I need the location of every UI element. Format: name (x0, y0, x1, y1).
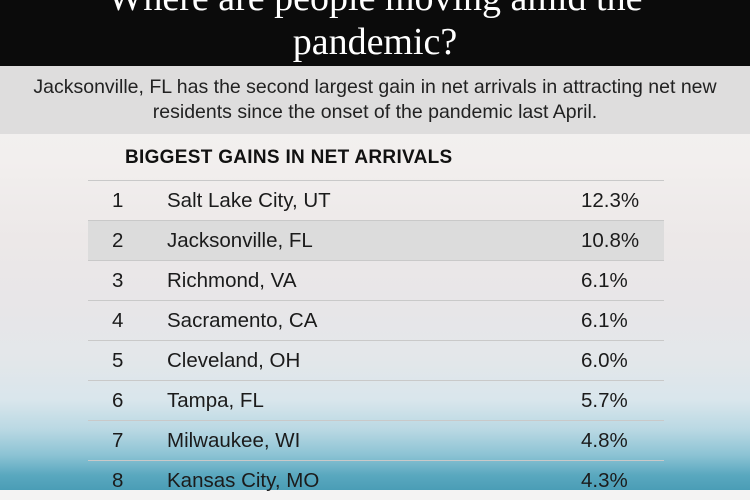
rank-cell: 2 (112, 229, 124, 252)
rank-cell: 5 (112, 349, 124, 372)
table-row: 1 Salt Lake City, UT 12.3% (88, 180, 664, 220)
city-cell: Richmond, VA (167, 269, 297, 292)
city-cell: Cleveland, OH (167, 349, 301, 372)
rank-cell: 3 (112, 269, 124, 292)
subtitle-band: Jacksonville, FL has the second largest … (0, 66, 750, 134)
table-row: 8 Kansas City, MO 4.3% (88, 460, 664, 500)
city-cell: Tampa, FL (167, 389, 264, 412)
rank-cell: 4 (112, 309, 124, 332)
table-row: 5 Cleveland, OH 6.0% (88, 340, 664, 380)
city-cell: Milwaukee, WI (167, 429, 301, 452)
ranking-table: 1 Salt Lake City, UT 12.3% 2 Jacksonville, F… (88, 180, 664, 500)
city-cell: Kansas City, MO (167, 469, 320, 492)
city-cell: Salt Lake City, UT (167, 189, 331, 212)
table-row: 6 Tampa, FL 5.7% (88, 380, 664, 420)
value-cell: 5.7% (581, 389, 628, 412)
rank-cell: 1 (112, 189, 124, 212)
value-cell: 4.3% (581, 469, 628, 492)
value-cell: 6.1% (581, 309, 628, 332)
value-cell: 4.8% (581, 429, 628, 452)
value-cell: 12.3% (581, 189, 640, 212)
value-cell: 6.0% (581, 349, 628, 372)
table-row: 7 Milwaukee, WI 4.8% (88, 420, 664, 460)
rank-cell: 6 (112, 389, 124, 412)
table-row: 3 Richmond, VA 6.1% (88, 260, 664, 300)
table-row: 4 Sacramento, CA 6.1% (88, 300, 664, 340)
table-row: 2 Jacksonville, FL 10.8% (88, 220, 664, 260)
city-cell: Jacksonville, FL (167, 229, 313, 252)
table-heading: BIGGEST GAINS IN NET ARRIVALS (125, 147, 453, 168)
page-title: Where are people moving amid the pandemi… (108, 0, 643, 63)
value-cell: 6.1% (581, 269, 628, 292)
subtitle: Jacksonville, FL has the second largest … (33, 76, 717, 123)
city-cell: Sacramento, CA (167, 309, 318, 332)
rank-cell: 8 (112, 469, 124, 492)
rank-cell: 7 (112, 429, 124, 452)
value-cell: 10.8% (581, 229, 640, 252)
header-banner: Where are people moving amid the pandemi… (0, 0, 750, 66)
